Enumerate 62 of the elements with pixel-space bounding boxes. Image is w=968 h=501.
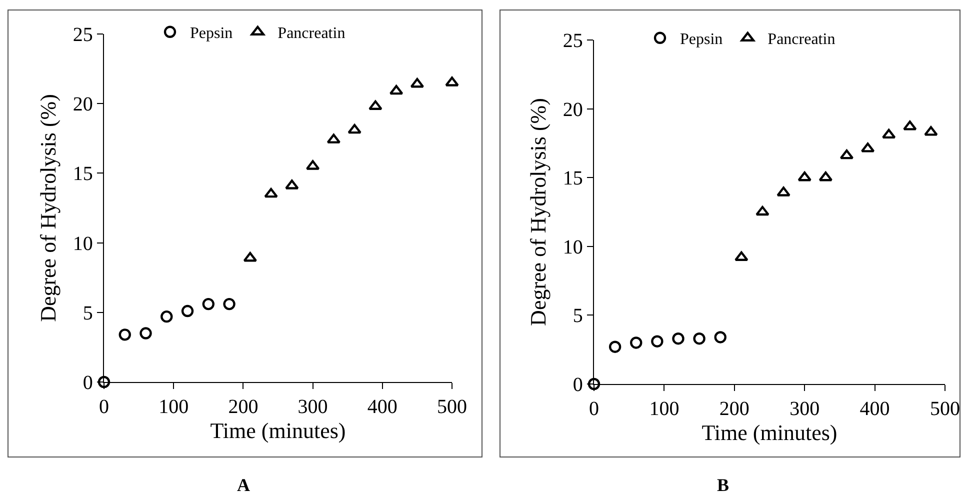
point [672,332,684,345]
y-tick-label: 20 [562,98,583,121]
point [264,188,278,198]
y-tick-label: 20 [72,94,93,116]
y-tick-label: 10 [72,232,93,255]
point [588,378,600,390]
y-tick-label: 0 [82,372,93,394]
x-tick-label: 100 [158,396,189,418]
point [630,336,642,349]
x-tick-label: 500 [437,396,467,418]
y-tick-label: 15 [72,163,93,186]
point [924,126,938,136]
y-tick-label: 25 [562,30,583,52]
x-tick-label: 300 [790,398,820,420]
x-tick-label: 500 [930,398,960,420]
text: B [717,475,730,495]
y-axis-title: Degree of Hydrolysis (%) [526,98,551,326]
point [445,76,459,86]
point [181,304,194,318]
point [348,124,362,134]
x-axis-title: Time (minutes) [210,418,346,444]
point [98,376,110,388]
x-tick-label: 200 [719,398,750,420]
point [903,120,917,130]
point [285,180,299,190]
y-tick-label: 15 [562,168,583,190]
point [160,310,173,323]
y-axis-title: Degree of Hydrolysis (%) [36,94,61,322]
point [798,172,812,182]
point [608,340,622,353]
legend-label: Pancreatin [278,25,346,42]
point [368,100,382,110]
x-axis-title: Time (minutes) [702,420,838,446]
point [776,186,790,196]
x-tick-label: 100 [649,398,680,420]
point [202,298,214,310]
point [118,328,131,341]
x-tick-label: 400 [860,398,890,420]
y-tick-label: 5 [82,302,93,324]
text: A [237,475,250,495]
y-tick-label: 10 [562,236,583,258]
x-tick-label: 0 [589,398,599,420]
point [389,84,404,95]
x-tick-label: 200 [228,396,258,418]
legend-label: Pancreatin [768,31,836,48]
x-tick-label: 400 [367,396,398,418]
y-tick-label: 5 [572,305,583,328]
point [651,335,664,348]
point [140,327,152,340]
point [882,128,896,139]
y-tick-label: 0 [572,374,583,396]
point [734,251,748,262]
point [756,206,770,216]
legend-label: Pepsin [190,25,233,42]
legend-label: Pepsin [680,31,723,48]
y-tick-label: 25 [72,24,93,46]
point [693,332,706,345]
x-tick-label: 0 [99,396,109,418]
point [840,149,854,160]
point [714,331,726,344]
point [223,298,236,310]
x-tick-label: 300 [298,396,328,418]
